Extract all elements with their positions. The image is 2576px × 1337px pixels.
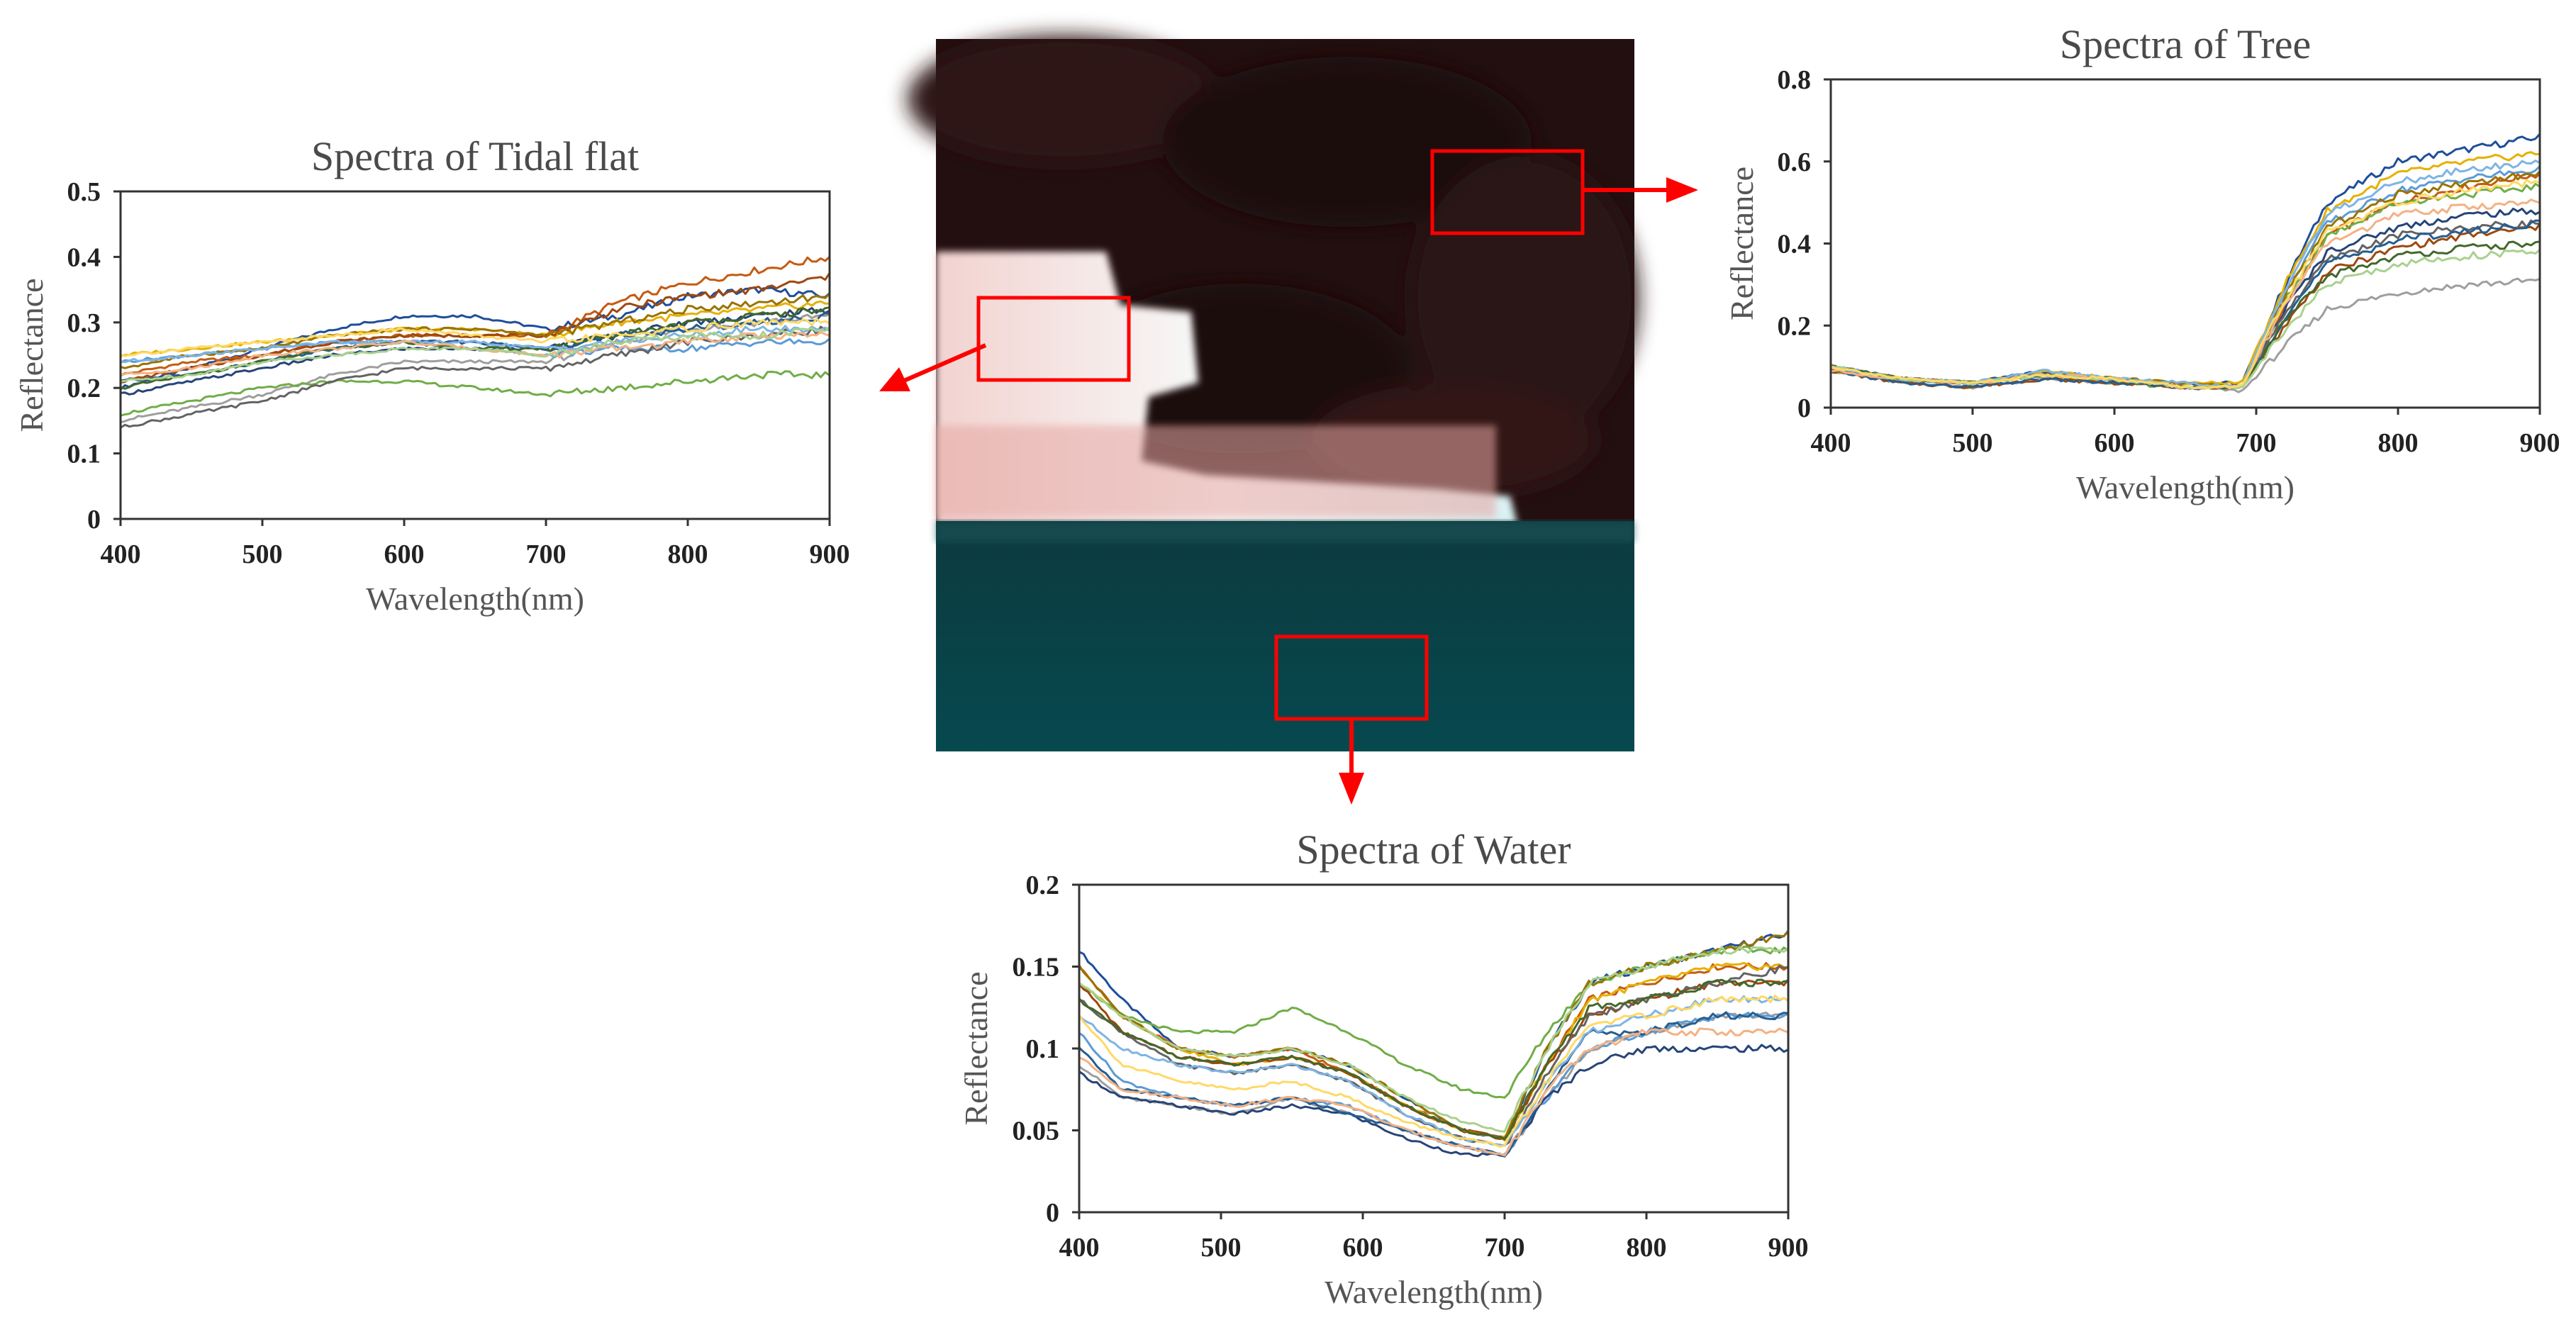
- y-axis-label: Reflectance: [13, 278, 50, 432]
- roi-tidal-flat-box: [976, 296, 1131, 382]
- y-tick-label: 0.15: [1013, 953, 1060, 983]
- series-line-s1: [1830, 133, 2541, 386]
- series-line-s15: [120, 325, 831, 383]
- y-tick-label: 0: [1797, 393, 1811, 423]
- series-line-s11: [1078, 1011, 1789, 1158]
- series-line-s16: [120, 318, 830, 357]
- series-line-s12: [1078, 978, 1789, 1140]
- series-line-s5: [1078, 1011, 1789, 1157]
- series-line-s3: [120, 313, 830, 424]
- y-tick-label: 0: [1046, 1198, 1059, 1228]
- series-line-s3: [1830, 277, 2541, 393]
- plot-frame: [119, 190, 831, 520]
- x-tick-label: 600: [1343, 1233, 1383, 1263]
- x-tick-label: 500: [1953, 428, 1993, 458]
- chart-water: Spectra of Water 400 500 600 700 800 900 0 0.05 0…: [958, 827, 1809, 1310]
- y-tick-label: 0.05: [1013, 1117, 1060, 1146]
- series-line-s6: [1830, 183, 2541, 390]
- x-tick-label: 700: [1485, 1233, 1525, 1263]
- arrow-head-water: [1339, 773, 1364, 805]
- series-line-s16: [1830, 179, 2541, 390]
- x-axis-label: Wavelength(nm): [2076, 469, 2295, 505]
- series-line-s8: [1830, 223, 2541, 390]
- x-axis-label: Wavelength(nm): [366, 581, 584, 617]
- series-line-s4: [1078, 962, 1789, 1140]
- series-group: [1078, 930, 1790, 1158]
- x-tick-label: 500: [242, 539, 283, 569]
- y-tick-label: 0.4: [67, 242, 101, 272]
- series-line-s9: [1830, 219, 2541, 390]
- x-tick-label: 900: [810, 539, 850, 569]
- chart-title: Spectra of Tidal flat: [311, 133, 639, 179]
- arrow-head-tree: [1666, 177, 1698, 203]
- chart-title: Spectra of Tree: [2060, 21, 2311, 67]
- y-tick-label: 0.2: [1026, 871, 1060, 900]
- series-line-s2: [120, 256, 831, 377]
- series-line-s12: [1830, 240, 2541, 390]
- x-axis-label: Wavelength(nm): [1325, 1274, 1543, 1310]
- y-axis-label: Reflectance: [958, 971, 994, 1125]
- x-tick-label: 400: [101, 539, 141, 569]
- series-line-s7: [1830, 207, 2541, 390]
- y-tick-label: 0.1: [67, 440, 101, 469]
- x-tick-label: 700: [526, 539, 567, 569]
- series-line-s7: [1078, 1044, 1789, 1158]
- series-line-s16: [1078, 995, 1789, 1148]
- series-line-s14: [1078, 1027, 1789, 1157]
- series-line-s13: [1078, 995, 1789, 1147]
- y-tick-label: 0.6: [1778, 147, 1812, 177]
- series-line-s15: [1078, 946, 1789, 1133]
- x-tick-label: 800: [2378, 428, 2419, 458]
- chart-title: Spectra of Water: [1296, 827, 1571, 873]
- y-axis-label: Reflectance: [1724, 167, 1760, 320]
- y-tick-label: 0.8: [1778, 65, 1812, 95]
- series-line-s13: [1830, 160, 2541, 388]
- arrow-head-tidal: [879, 367, 910, 391]
- x-tick-label: 400: [1059, 1233, 1100, 1263]
- chart-tidal-flat: Spectra of Tidal flat 400 500 600 700 800 900 0…: [13, 133, 850, 617]
- series-line-s15: [1830, 248, 2541, 390]
- series-line-s10: [1830, 170, 2541, 388]
- series-line-s2: [1830, 172, 2541, 390]
- x-tick-label: 900: [1768, 1233, 1809, 1263]
- series-line-s14: [1830, 198, 2541, 390]
- y-tick-label: 0.2: [1778, 311, 1812, 341]
- x-tick-label: 400: [1811, 428, 1851, 458]
- series-group: [119, 256, 831, 429]
- series-line-s1: [119, 286, 830, 391]
- shoreline: [936, 521, 1634, 542]
- x-tick-label: 800: [1627, 1233, 1667, 1263]
- y-tick-label: 0.1: [1026, 1034, 1060, 1064]
- series-group: [1830, 133, 2541, 393]
- y-tick-label: 0.4: [1778, 230, 1812, 259]
- series-line-s11: [1830, 219, 2541, 390]
- y-tick-label: 0.5: [67, 177, 101, 207]
- y-tick-label: 0.2: [67, 374, 101, 403]
- y-tick-label: 0: [87, 505, 101, 535]
- x-tick-label: 900: [2520, 428, 2560, 458]
- x-tick-label: 600: [384, 539, 425, 569]
- chart-tree: Spectra of Tree 400 500 600 700 800 900 0 0.2 0.4…: [1724, 21, 2560, 505]
- x-tick-label: 500: [1201, 1233, 1242, 1263]
- x-tick-label: 600: [2095, 428, 2135, 458]
- series-line-s5: [1830, 165, 2541, 390]
- scene-image: [879, 35, 1698, 805]
- y-tick-label: 0.3: [67, 308, 101, 338]
- tidal-flat-area: [936, 252, 1517, 525]
- series-line-s6: [120, 370, 830, 417]
- x-tick-label: 800: [668, 539, 708, 569]
- x-tick-label: 700: [2236, 428, 2277, 458]
- series-line-s3: [1078, 1011, 1789, 1158]
- arrow-to-tidal-chart: [903, 343, 987, 383]
